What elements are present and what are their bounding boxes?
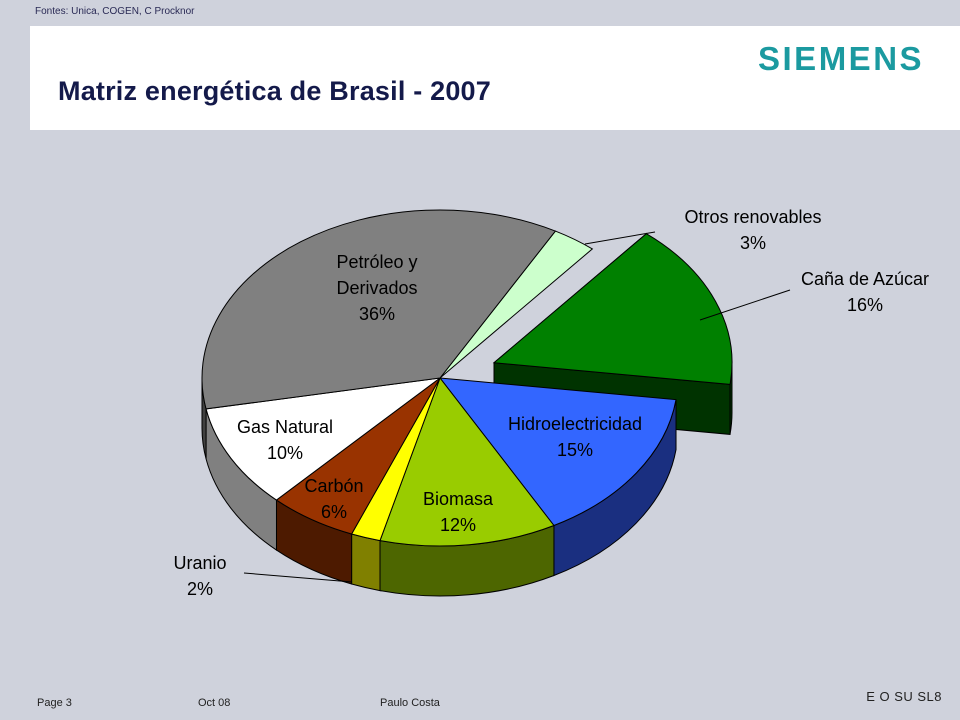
uranio-leader-line [243, 572, 353, 583]
otros-renovables-label: Otros renovables [684, 207, 821, 227]
gas-natural-slice [205, 377, 442, 501]
pie-labels: Otros renovables 3% Caña de Azúcar 16% Hidro… [173, 207, 929, 599]
pie-top-layer [201, 209, 733, 547]
gas-natural-value-label: 10% [267, 443, 303, 463]
cana-de-azucar-leader-line [699, 289, 791, 321]
petroleo-y-derivados-slice [201, 209, 557, 410]
hidroelectricidad-label: Hidroelectricidad [508, 414, 642, 434]
cana-de-azucar-label: Caña de Azúcar [801, 269, 929, 289]
source-note: Fontes: Unica, COGEN, C Procknor [35, 6, 195, 17]
uranio-side [351, 533, 381, 592]
carbon-value-label: 6% [321, 502, 347, 522]
uranio-label: Uranio [173, 553, 226, 573]
petroleo-y-derivados-label-2: Derivados [336, 278, 417, 298]
cana-de-azucar-value-label: 16% [847, 295, 883, 315]
cana-de-azucar-slice [492, 233, 733, 385]
header-band [30, 26, 960, 130]
footer-date: Oct 08 [198, 697, 231, 709]
carbon-label: Carbón [304, 476, 363, 496]
otros-renovables-value-label: 3% [740, 233, 766, 253]
pie-leader-lines [243, 231, 791, 583]
siemens-logo: SIEMENS [758, 40, 925, 77]
hidroelectricidad-slice [438, 377, 677, 527]
hidroelectricidad-value-label: 15% [557, 440, 593, 460]
otros-renovables-leader-line [584, 231, 656, 245]
petroleo-y-derivados-value-label: 36% [359, 304, 395, 324]
footer-author: Paulo Costa [380, 697, 440, 709]
petroleo-y-derivados-label-1: Petróleo y [336, 252, 417, 272]
biomasa-label: Biomasa [423, 489, 494, 509]
page-title: Matriz energética de Brasil - 2007 [58, 76, 491, 106]
biomasa-slice [379, 376, 555, 547]
gas-natural-label: Gas Natural [237, 417, 333, 437]
uranio-value-label: 2% [187, 579, 213, 599]
footer-page: Page 3 [37, 697, 72, 709]
footer-code: E O SU SL8 [866, 689, 942, 704]
biomasa-value-label: 12% [440, 515, 476, 535]
